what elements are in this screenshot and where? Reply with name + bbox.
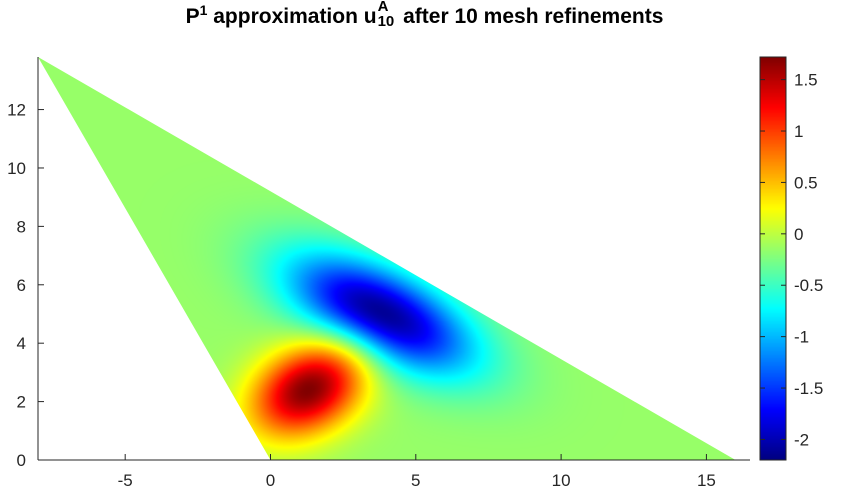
field-heatmap-image [38, 57, 736, 460]
y-tick-label: 6 [17, 276, 26, 295]
title-prefix-superscript: 1 [199, 2, 208, 18]
colorbar-tick-label: -2 [794, 430, 809, 449]
colorbar-frame [759, 56, 787, 461]
title-superscript: A [377, 0, 389, 16]
chart-title: P1 approximation u A 10 after 10 mesh refi… [0, 0, 849, 32]
colorbar-tick-label: 1 [794, 122, 803, 141]
x-tick-label: 10 [552, 471, 571, 490]
y-tick-label: 0 [17, 451, 26, 470]
x-tick-label: 0 [266, 471, 275, 490]
y-tick-label: 12 [7, 101, 26, 120]
y-tick-label: 2 [17, 393, 26, 412]
colorbar: 1.5 1 0.5 0 -0.5 -1 -1.5 -2 [759, 56, 823, 461]
title-subscript: 10 [377, 13, 395, 31]
y-tick-label: 4 [17, 334, 26, 353]
y-tick-label: 10 [7, 159, 26, 178]
colorbar-tick-label: 1.5 [794, 71, 818, 90]
colorbar-tick-label: 0.5 [794, 173, 818, 192]
title-prefix: P [185, 5, 200, 28]
colorbar-tick-label: -0.5 [794, 276, 823, 295]
x-tick-label: 15 [697, 471, 716, 490]
x-tick-label: 5 [411, 471, 420, 490]
title-suffix: after 10 mesh refinements [397, 5, 664, 28]
colorbar-tick-label: -1 [794, 328, 809, 347]
colorbar-gradient [760, 57, 786, 460]
colorbar-tick-label: 0 [794, 225, 803, 244]
axes: -5 0 5 10 15 0 2 4 6 8 10 12 [7, 57, 750, 490]
y-tick-label: 8 [17, 217, 26, 236]
solution-field [38, 57, 736, 460]
title-middle: approximation u [207, 5, 377, 28]
title-supsub: A 10 [378, 0, 395, 29]
x-tick-label: -5 [118, 471, 133, 490]
colorbar-tick-label: -1.5 [794, 379, 823, 398]
